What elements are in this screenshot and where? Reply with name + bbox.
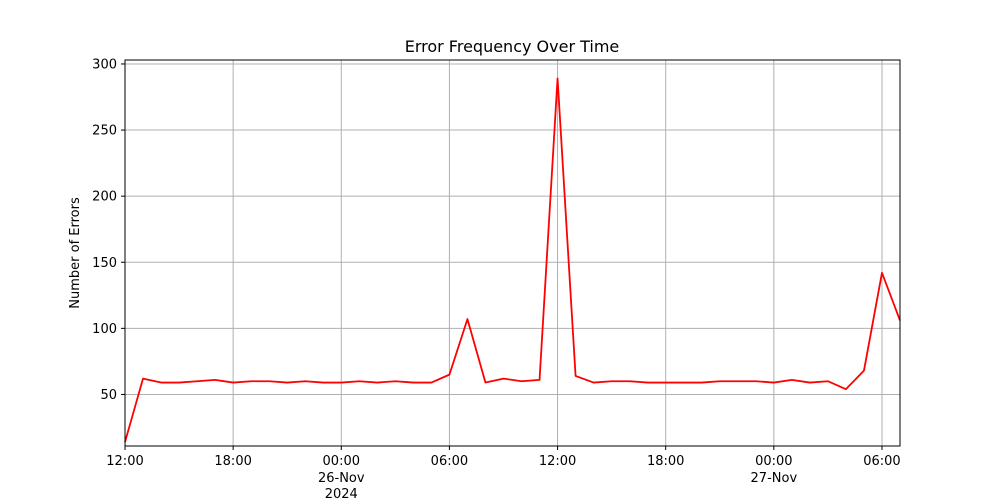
x-tick-label: 00:00: [323, 454, 360, 469]
x-tick-label: 12:00: [106, 454, 143, 469]
series-line: [124, 77, 901, 443]
y-tick-label: 100: [92, 322, 117, 337]
x-tick-label: 18:00: [214, 454, 251, 469]
x-tick-label: 12:00: [539, 454, 576, 469]
y-tick-label: 200: [92, 190, 117, 205]
x-tick-label: 06:00: [431, 454, 468, 469]
y-tick-label: 50: [100, 388, 117, 403]
plot-frame: [124, 59, 901, 447]
x-tick-date-label: 27-Nov: [751, 471, 798, 486]
series-layer: [124, 77, 901, 443]
y-tick-label: 250: [92, 124, 117, 139]
y-axis-label: Number of Errors: [68, 197, 83, 309]
chart-title: Error Frequency Over Time: [405, 37, 620, 56]
axis-ticks: 50 100 150 200 250 300 12:00 18:00 00:00 26-Nov20…: [92, 57, 901, 500]
y-tick-label: 150: [92, 256, 117, 271]
x-tick-date-label: 26-Nov: [318, 471, 365, 486]
x-tick-date-label: 2024: [325, 487, 358, 500]
x-tick-label: 06:00: [863, 454, 900, 469]
grid-lines: [124, 60, 900, 446]
x-tick-label: 00:00: [755, 454, 792, 469]
y-tick-label: 300: [92, 57, 117, 72]
x-tick-label: 18:00: [647, 454, 684, 469]
